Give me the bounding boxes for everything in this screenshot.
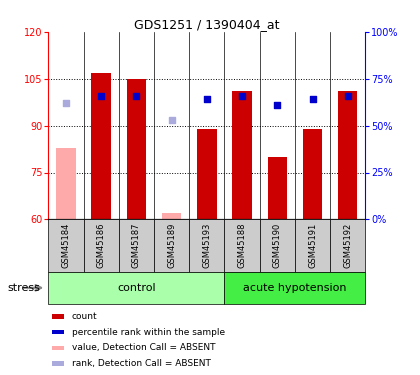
Bar <box>162 213 181 219</box>
Text: percentile rank within the sample: percentile rank within the sample <box>71 328 225 337</box>
Bar <box>52 346 64 350</box>
Text: GSM45193: GSM45193 <box>202 223 211 268</box>
Point <box>344 93 351 99</box>
Point <box>203 96 210 102</box>
Text: value, Detection Call = ABSENT: value, Detection Call = ABSENT <box>71 344 215 352</box>
Bar <box>52 330 64 334</box>
Text: rank, Detection Call = ABSENT: rank, Detection Call = ABSENT <box>71 359 210 368</box>
Bar <box>224 219 260 272</box>
Bar <box>197 129 217 219</box>
Bar <box>52 314 64 319</box>
Bar <box>84 219 119 272</box>
Bar <box>92 72 111 219</box>
Text: GSM45192: GSM45192 <box>343 223 352 268</box>
Text: acute hypotension: acute hypotension <box>243 283 346 293</box>
Bar <box>52 362 64 366</box>
Bar <box>127 79 146 219</box>
Bar <box>260 219 295 272</box>
Point <box>168 117 175 123</box>
Point <box>309 96 316 102</box>
Point <box>63 100 69 106</box>
Point <box>133 93 140 99</box>
Text: GSM45188: GSM45188 <box>238 223 247 268</box>
Bar <box>48 272 224 304</box>
Text: GSM45189: GSM45189 <box>167 223 176 268</box>
Text: GSM45187: GSM45187 <box>132 223 141 268</box>
Bar <box>154 219 189 272</box>
Text: stress: stress <box>7 283 40 293</box>
Text: GSM45190: GSM45190 <box>273 223 282 268</box>
Point <box>239 93 245 99</box>
Text: control: control <box>117 283 156 293</box>
Bar <box>56 147 76 219</box>
Bar <box>303 129 322 219</box>
Text: count: count <box>71 312 97 321</box>
Bar <box>189 219 224 272</box>
Bar <box>295 219 330 272</box>
Bar <box>338 91 357 219</box>
Title: GDS1251 / 1390404_at: GDS1251 / 1390404_at <box>134 18 280 31</box>
Bar <box>224 272 365 304</box>
Bar <box>119 219 154 272</box>
Text: GSM45184: GSM45184 <box>61 223 71 268</box>
Bar <box>330 219 365 272</box>
Text: GSM45186: GSM45186 <box>97 223 106 268</box>
Point <box>274 102 281 108</box>
Bar <box>48 219 84 272</box>
Text: GSM45191: GSM45191 <box>308 223 317 268</box>
Bar <box>268 157 287 219</box>
Point <box>98 93 105 99</box>
Bar <box>232 91 252 219</box>
